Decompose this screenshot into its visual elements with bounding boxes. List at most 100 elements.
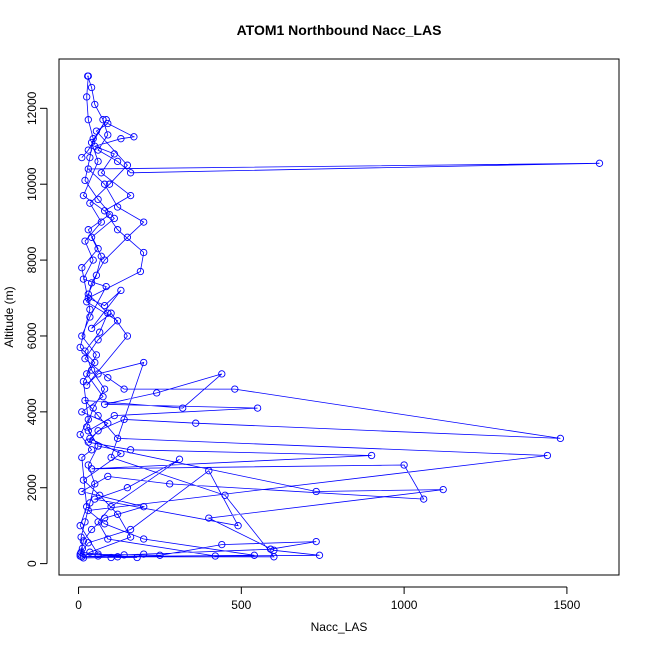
data-point	[87, 83, 96, 92]
data-point	[81, 518, 89, 526]
data-point	[87, 138, 96, 147]
data-point	[120, 385, 128, 393]
data-point	[123, 233, 132, 241]
data-point	[105, 180, 114, 188]
y-tick-label: 4000	[25, 398, 39, 425]
data-point	[104, 131, 112, 139]
data-point	[84, 226, 92, 234]
data-point	[113, 203, 122, 211]
data-point	[312, 487, 320, 496]
data-point	[595, 159, 604, 167]
data-point	[97, 169, 105, 177]
data-point	[110, 150, 118, 158]
data-point	[250, 551, 258, 559]
data-point	[102, 282, 110, 291]
data-point	[86, 548, 94, 556]
data-point	[94, 552, 102, 560]
data-point	[78, 408, 86, 416]
data-point	[367, 451, 376, 460]
data-point	[126, 169, 135, 177]
data-point	[110, 214, 118, 223]
data-point	[78, 553, 86, 561]
data-point	[84, 146, 92, 154]
data-point	[110, 411, 118, 420]
data-point	[156, 551, 164, 559]
data-point	[86, 153, 94, 162]
data-point	[84, 438, 92, 446]
data-point	[218, 540, 226, 549]
data-point	[78, 153, 86, 162]
y-tick-label: 10000	[25, 167, 39, 201]
data-point	[87, 525, 96, 534]
y-tick-label: 12000	[25, 91, 39, 125]
data-point	[253, 404, 262, 412]
data-point	[100, 256, 109, 264]
data-point	[192, 419, 200, 427]
data-point	[126, 533, 135, 541]
plot-frame	[58, 58, 620, 576]
data-point	[86, 434, 94, 443]
data-point	[87, 366, 96, 374]
data-point	[79, 377, 88, 386]
data-point	[86, 305, 94, 314]
y-tick-label: 2000	[25, 474, 39, 501]
data-point	[104, 419, 112, 427]
data-point	[94, 550, 102, 558]
data-point	[86, 313, 94, 321]
data-point	[104, 309, 112, 317]
data-point	[123, 332, 132, 340]
data-point	[78, 332, 86, 340]
data-point	[120, 551, 128, 559]
series-line	[79, 75, 600, 559]
data-point	[100, 207, 109, 215]
data-point	[79, 537, 88, 545]
data-point	[105, 210, 114, 219]
data-point	[94, 518, 102, 526]
data-point	[315, 551, 324, 559]
data-point	[96, 328, 104, 336]
data-point	[84, 294, 92, 302]
y-tick-label: 6000	[25, 322, 39, 349]
data-point	[104, 472, 112, 481]
data-point	[221, 491, 229, 499]
data-point	[234, 522, 242, 530]
data-point	[126, 446, 135, 454]
data-point	[84, 72, 92, 80]
data-point	[107, 503, 115, 511]
data-point	[91, 100, 99, 109]
data-point	[78, 264, 86, 272]
x-tick-label: 1000	[391, 598, 418, 612]
data-point	[136, 267, 145, 276]
data-point	[76, 522, 84, 530]
data-point	[83, 93, 91, 101]
data-point	[89, 135, 97, 143]
data-point	[81, 355, 89, 363]
data-point	[94, 442, 102, 450]
data-point	[543, 451, 552, 460]
x-tick-label: 0	[75, 598, 82, 612]
data-point	[81, 237, 89, 245]
data-point	[89, 404, 97, 412]
y-axis-label: Altitude (m)	[2, 286, 16, 347]
data-point	[113, 510, 122, 518]
data-point	[83, 370, 91, 378]
data-point	[270, 553, 278, 561]
x-tick-label: 1500	[554, 598, 581, 612]
data-point	[79, 476, 88, 484]
data-point	[91, 495, 99, 503]
data-point	[79, 275, 88, 283]
data-point	[79, 191, 88, 200]
data-point	[102, 116, 110, 124]
data-point	[81, 347, 89, 355]
data-point	[76, 430, 84, 439]
data-point	[87, 446, 96, 454]
data-point	[126, 525, 135, 534]
data-point	[140, 248, 148, 257]
x-tick-label: 500	[231, 598, 251, 612]
data-point	[86, 199, 94, 207]
data-point	[100, 301, 109, 310]
data-point	[113, 157, 122, 166]
data-point	[94, 370, 102, 378]
data-point	[92, 127, 101, 135]
